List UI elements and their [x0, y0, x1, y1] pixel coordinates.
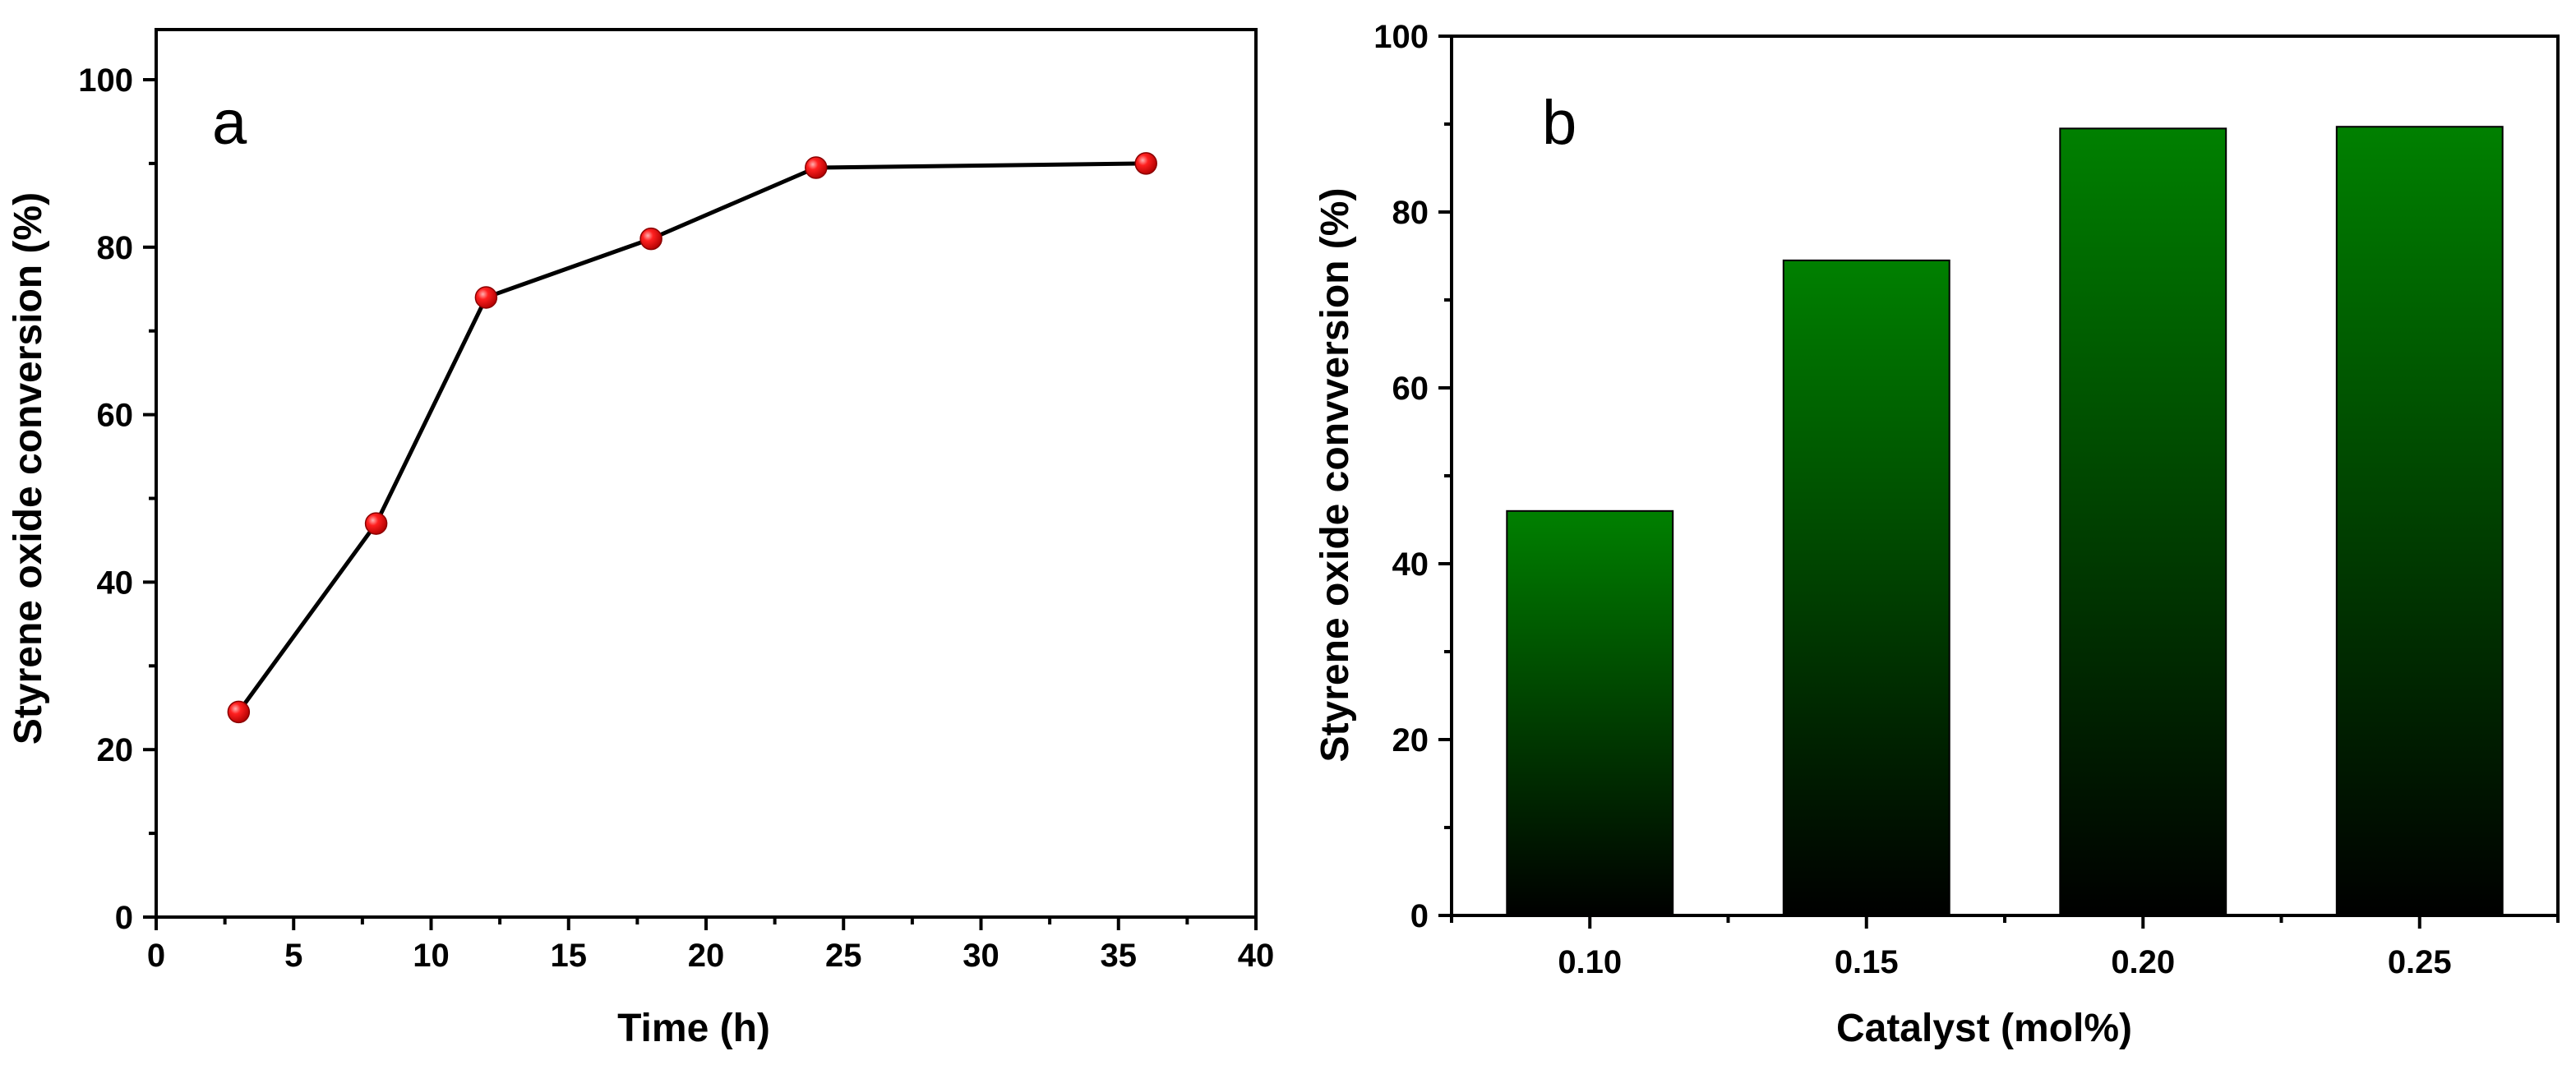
y-tick-label-a: 80 — [97, 230, 134, 266]
x-tick-label-a: 10 — [413, 938, 450, 974]
chart-panel-b: 0.10 0.15 0.20 0.25 0 20 40 60 80 100 b Catalyst … — [1313, 19, 2560, 1050]
bar-0.25 — [2335, 126, 2504, 916]
x-axis-title-a: Time (h) — [617, 1007, 770, 1050]
x-tick-label-a: 25 — [825, 938, 862, 974]
y-tick-label-a: 40 — [97, 565, 134, 601]
data-point-a — [1134, 152, 1157, 175]
x-tick-label-b: 0.10 — [1558, 944, 1622, 980]
bar-0.15 — [1782, 259, 1950, 917]
y-tick-label-a: 0 — [115, 900, 133, 936]
x-tick-label-b: 0.15 — [1835, 944, 1899, 980]
data-point-a — [805, 156, 828, 179]
x-tick-label-a: 40 — [1238, 938, 1275, 974]
y-tick-label-a: 20 — [97, 732, 134, 768]
y-tick-label-a: 60 — [97, 398, 134, 434]
panel-label-a: a — [212, 88, 247, 158]
y-tick-label-b: 20 — [1392, 722, 1429, 758]
y-tick-label-a: 100 — [78, 62, 133, 99]
series-line-a — [237, 161, 1147, 713]
x-tick-label-a: 15 — [551, 938, 588, 974]
data-point-a — [639, 227, 662, 251]
y-tick-label-b: 40 — [1392, 546, 1429, 583]
y-axis-title-b: Styrene oxide convversion (%) — [1313, 188, 1357, 763]
y-tick-label-b: 60 — [1392, 371, 1429, 407]
x-tick-label-b: 0.20 — [2111, 944, 2175, 980]
data-point-a — [364, 512, 388, 535]
x-tick-label-a: 20 — [688, 938, 725, 974]
x-tick-label-a: 5 — [284, 938, 302, 974]
y-tick-label-b: 0 — [1410, 898, 1429, 934]
x-tick-label-b: 0.25 — [2388, 944, 2452, 980]
bar-0.10 — [1506, 509, 1674, 916]
x-tick-label-a: 35 — [1101, 938, 1138, 974]
y-axis-title-a: Styrene oxide conversion (%) — [7, 192, 50, 745]
x-tick-label-a: 0 — [147, 938, 165, 974]
data-point-a — [227, 700, 251, 724]
y-tick-label-b: 100 — [1373, 19, 1429, 55]
x-tick-label-a: 30 — [963, 938, 999, 974]
bar-0.20 — [2059, 127, 2227, 917]
y-tick-label-b: 80 — [1392, 195, 1429, 231]
panel-label-b: b — [1542, 88, 1577, 158]
data-point-a — [474, 286, 498, 309]
x-axis-title-b: Catalyst (mol%) — [1836, 1007, 2132, 1050]
